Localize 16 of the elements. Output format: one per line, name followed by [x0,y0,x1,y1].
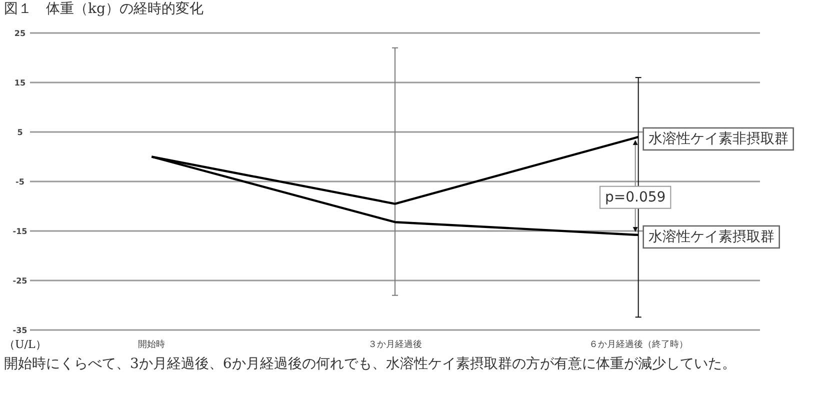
x-tick-label: ３か月経過後 [368,339,422,350]
y-tick-label: 5 [17,128,24,137]
x-tick-label: 開始時 [138,339,166,350]
x-tick-label: ６か月経過後（終了時） [588,339,688,350]
y-tick-label: -35 [12,326,28,335]
y-tick-label: 25 [14,29,26,38]
chart-title: 図１ 体重（kg）の経時的変化 [4,0,204,18]
series-label: 水溶性ケイ素非摂取群 [648,130,788,147]
text: 開始時にくらべて、3か月経過後、6か月経過後の何れでも、水溶性ケイ素摂取群の方が有意に体重が減少していた。 [4,355,737,374]
y-tick-label: -25 [12,276,28,286]
series-label: 水溶性ケイ素摂取群 [648,228,774,245]
y-tick-label: -15 [12,227,28,236]
annotation: p=0.059 [604,189,666,206]
y-axis-title: （U/L） [4,338,46,351]
y-tick-label: -5 [16,178,25,186]
y-tick-label: 15 [14,78,26,88]
